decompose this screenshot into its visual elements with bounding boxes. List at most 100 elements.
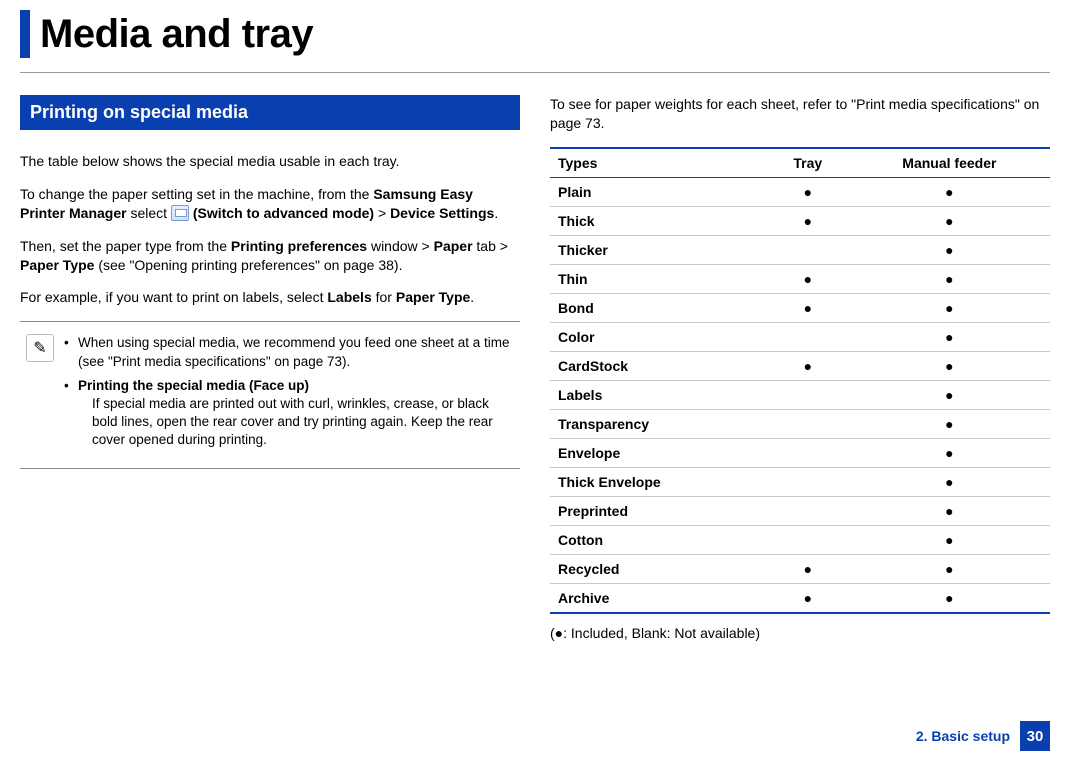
text: .: [494, 205, 498, 221]
text-bold: Paper Type: [396, 289, 470, 305]
media-table: Types Tray Manual feeder Plain●●Thick●●T…: [550, 147, 1050, 614]
cell-manual: ●: [849, 467, 1050, 496]
text: (see "Opening printing preferences" on p…: [94, 257, 402, 273]
right-column: To see for paper weights for each sheet,…: [550, 95, 1050, 657]
cell-manual: ●: [849, 322, 1050, 351]
footer-chapter: 2. Basic setup: [916, 728, 1010, 744]
text: For example, if you want to print on lab…: [20, 289, 327, 305]
cell-tray: [767, 525, 849, 554]
cell-manual: ●: [849, 554, 1050, 583]
cell-tray: [767, 235, 849, 264]
cell-tray: ●: [767, 583, 849, 613]
cell-manual: ●: [849, 293, 1050, 322]
text-bold: Printing preferences: [231, 238, 367, 254]
col-header-tray: Tray: [767, 148, 849, 178]
table-row: CardStock●●: [550, 351, 1050, 380]
right-intro: To see for paper weights for each sheet,…: [550, 95, 1050, 133]
note-item: Printing the special media (Face up) If …: [64, 377, 514, 450]
table-row: Thick Envelope ●: [550, 467, 1050, 496]
text: >: [374, 205, 390, 221]
cell-manual: ●: [849, 583, 1050, 613]
cell-tray: [767, 322, 849, 351]
cell-tray: ●: [767, 206, 849, 235]
paper-type-paragraph: Then, set the paper type from the Printi…: [20, 237, 520, 275]
text: .: [470, 289, 474, 305]
cell-type: Archive: [550, 583, 767, 613]
note-subtext: If special media are printed out with cu…: [78, 395, 514, 450]
cell-tray: [767, 380, 849, 409]
content-columns: Printing on special media The table belo…: [20, 95, 1050, 657]
text: tab >: [473, 238, 508, 254]
table-row: Labels●: [550, 380, 1050, 409]
cell-tray: ●: [767, 351, 849, 380]
cell-manual: ●: [849, 525, 1050, 554]
table-row: Preprinted ●: [550, 496, 1050, 525]
cell-manual: ●: [849, 409, 1050, 438]
cell-tray: ●: [767, 554, 849, 583]
cell-type: Color: [550, 322, 767, 351]
text-bold: Labels: [327, 289, 371, 305]
cell-tray: [767, 496, 849, 525]
text: Then, set the paper type from the: [20, 238, 231, 254]
table-row: Plain●●: [550, 177, 1050, 206]
cell-type: Envelope: [550, 438, 767, 467]
table-row: Color ●: [550, 322, 1050, 351]
cell-type: Bond: [550, 293, 767, 322]
col-header-types: Types: [550, 148, 767, 178]
text-bold: Paper: [434, 238, 473, 254]
cell-manual: ●: [849, 264, 1050, 293]
cell-tray: ●: [767, 264, 849, 293]
cell-type: Labels: [550, 380, 767, 409]
text: To change the paper setting set in the m…: [20, 186, 373, 202]
table-row: Transparency ●: [550, 409, 1050, 438]
cell-type: Cotton: [550, 525, 767, 554]
cell-type: Preprinted: [550, 496, 767, 525]
text-bold: (Switch to advanced mode): [193, 205, 374, 221]
cell-type: Thicker: [550, 235, 767, 264]
section-banner: Printing on special media: [20, 95, 520, 130]
cell-type: Thick Envelope: [550, 467, 767, 496]
left-column: Printing on special media The table belo…: [20, 95, 520, 657]
note-list: When using special media, we recommend y…: [64, 334, 514, 455]
page-header: Media and tray: [20, 10, 1050, 58]
cell-type: Transparency: [550, 409, 767, 438]
note-icon: ✎: [26, 334, 54, 362]
printer-mode-icon: [171, 205, 189, 221]
cell-type: Thick: [550, 206, 767, 235]
text: select: [127, 205, 171, 221]
cell-manual: ●: [849, 496, 1050, 525]
cell-manual: ●: [849, 235, 1050, 264]
text-bold: Paper Type: [20, 257, 94, 273]
cell-manual: ●: [849, 206, 1050, 235]
cell-type: Thin: [550, 264, 767, 293]
cell-type: Plain: [550, 177, 767, 206]
note-subtitle: Printing the special media (Face up): [78, 378, 309, 393]
labels-example-paragraph: For example, if you want to print on lab…: [20, 288, 520, 307]
table-row: Thin●●: [550, 264, 1050, 293]
table-row: Envelope ●: [550, 438, 1050, 467]
cell-type: Recycled: [550, 554, 767, 583]
cell-tray: [767, 409, 849, 438]
cell-manual: ●: [849, 177, 1050, 206]
cell-tray: ●: [767, 293, 849, 322]
media-table-body: Plain●●Thick●●Thicker●Thin●●Bond●●Color●…: [550, 177, 1050, 613]
footer-page-number: 30: [1020, 721, 1050, 751]
cell-type: CardStock: [550, 351, 767, 380]
table-row: Recycled●●: [550, 554, 1050, 583]
cell-tray: ●: [767, 177, 849, 206]
cell-tray: [767, 467, 849, 496]
table-row: Bond●●: [550, 293, 1050, 322]
cell-tray: [767, 438, 849, 467]
intro-paragraph: The table below shows the special media …: [20, 152, 520, 171]
table-legend: (●: Included, Blank: Not available): [550, 624, 1050, 643]
table-header-row: Types Tray Manual feeder: [550, 148, 1050, 178]
horizontal-rule: [20, 72, 1050, 73]
table-row: Archive●●: [550, 583, 1050, 613]
text: window >: [367, 238, 434, 254]
page-title: Media and tray: [40, 12, 313, 57]
note-box: ✎ When using special media, we recommend…: [20, 321, 520, 468]
cell-manual: ●: [849, 438, 1050, 467]
text: for: [372, 289, 396, 305]
cell-manual: ●: [849, 351, 1050, 380]
change-setting-paragraph: To change the paper setting set in the m…: [20, 185, 520, 223]
